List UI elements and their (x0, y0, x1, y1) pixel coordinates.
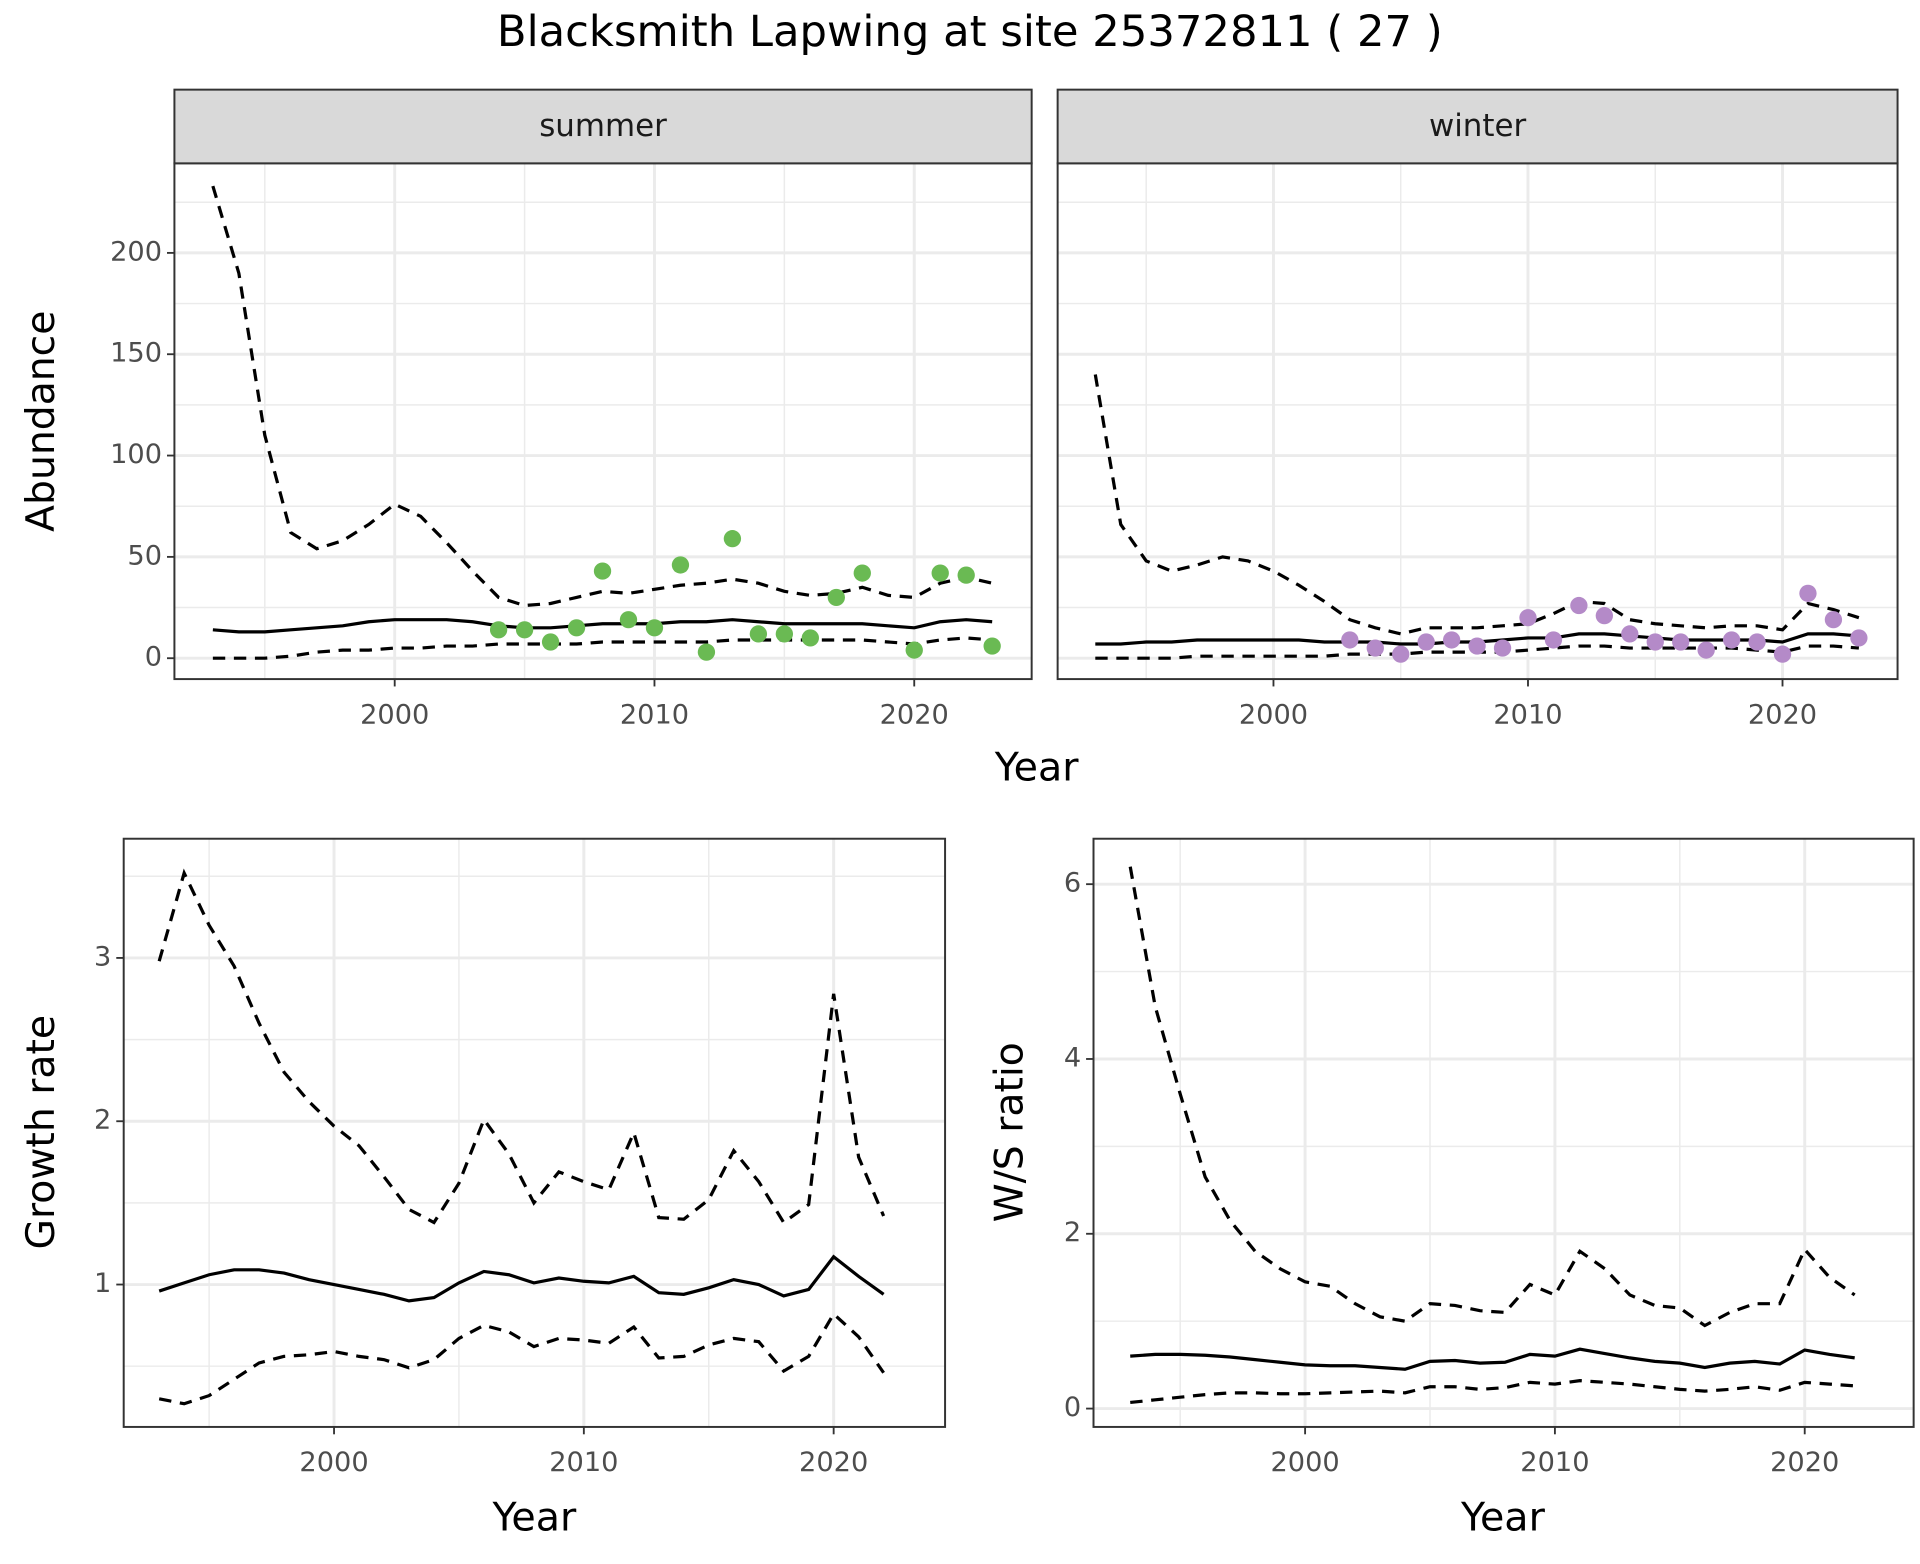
figure-body: Blacksmith Lapwing at site 25372811 ( 27… (18, 7, 1915, 1541)
interval-line (158, 1311, 885, 1406)
data-point (1824, 611, 1843, 629)
strip-label: summer (539, 108, 667, 144)
y-tick-label: 150 (110, 338, 162, 369)
y-tick-label: 4 (1064, 1043, 1081, 1074)
strip (1056, 88, 1899, 165)
data-point (489, 621, 508, 639)
data-point (1544, 631, 1563, 649)
y-axis-label: W/S ratio (986, 1042, 1032, 1222)
x-tick-label: 2010 (1493, 699, 1562, 730)
y-tick-label: 100 (110, 439, 162, 470)
interval-line (1128, 866, 1856, 1328)
x-tick-label: 2010 (549, 1447, 618, 1478)
x-tick-label: 2000 (360, 699, 429, 730)
mean-line (1130, 1347, 1855, 1371)
interval-line (212, 636, 993, 660)
panel-background (1057, 163, 1898, 680)
y-tick-label: 0 (145, 642, 162, 673)
mean-line (212, 618, 993, 634)
data-point (1850, 629, 1868, 647)
y-tick-label: 2 (1064, 1217, 1081, 1248)
data-point (1570, 596, 1588, 615)
data-point (645, 619, 664, 637)
panel-background (174, 163, 1032, 680)
y-tick-label: 6 (1064, 868, 1081, 899)
data-point (1799, 584, 1817, 602)
y-tick-label: 50 (127, 540, 162, 571)
y-tick-label: 1 (94, 1268, 111, 1299)
data-point (619, 611, 638, 629)
panel-background (1093, 838, 1914, 1427)
panel-border (1092, 837, 1915, 1428)
x-tick-label: 2020 (799, 1447, 868, 1478)
panel-background (123, 838, 946, 1427)
interval-line (1093, 374, 1860, 636)
x-tick-label: 2000 (1239, 699, 1308, 730)
data-point (1392, 645, 1410, 663)
data-point (1722, 631, 1741, 649)
data-point (1519, 609, 1537, 627)
data-point (931, 564, 949, 582)
data-point (957, 566, 975, 584)
x-tick-label: 2000 (299, 1447, 368, 1478)
y-axis-label: Growth rate (18, 1015, 64, 1250)
y-axis-label: Abundance (18, 311, 64, 532)
y-tick-label: 0 (1064, 1392, 1081, 1423)
data-point (1442, 631, 1461, 649)
data-point (853, 564, 871, 582)
x-tick-label: 2020 (880, 699, 949, 730)
data-point (905, 641, 923, 659)
data-point (1621, 625, 1639, 643)
x-tick-label: 2010 (1520, 1447, 1589, 1478)
figure-title: Blacksmith Lapwing at site 25372811 ( 27… (497, 7, 1443, 57)
x-tick-label: 2020 (1770, 1447, 1839, 1478)
data-point (593, 562, 612, 580)
y-tick-label: 200 (110, 236, 162, 267)
interval-line (1130, 1379, 1855, 1405)
data-point (723, 530, 742, 548)
x-axis-label: Year (994, 745, 1080, 791)
data-point (1748, 633, 1766, 651)
data-point (671, 556, 690, 574)
x-tick-label: 2000 (1270, 1447, 1339, 1478)
strip (173, 88, 1033, 165)
data-point (1366, 639, 1384, 657)
data-point (541, 633, 560, 651)
data-point (1417, 633, 1435, 651)
x-tick-label: 2010 (620, 699, 689, 730)
data-point (827, 588, 845, 607)
data-point (567, 619, 586, 637)
interval-line (157, 868, 886, 1225)
data-point (801, 629, 819, 647)
x-axis-label: Year (491, 1495, 577, 1541)
x-tick-label: 2020 (1748, 699, 1817, 730)
mean-line (158, 1254, 885, 1303)
data-point (775, 625, 794, 643)
data-point (1697, 641, 1715, 659)
data-point (1672, 633, 1690, 651)
data-point (697, 643, 716, 661)
interval-line (211, 185, 993, 608)
panel-border (122, 837, 947, 1428)
data-point (1493, 639, 1512, 657)
data-point (1468, 637, 1486, 655)
y-tick-label: 2 (94, 1105, 111, 1136)
strip-label: winter (1429, 108, 1527, 144)
data-point (749, 625, 768, 643)
data-point (1595, 607, 1614, 625)
data-point (1773, 645, 1792, 663)
data-point (515, 621, 534, 639)
x-axis-label: Year (1460, 1495, 1546, 1541)
data-point (1646, 633, 1664, 651)
data-point (1341, 631, 1359, 649)
y-tick-label: 3 (94, 941, 111, 972)
data-point (983, 637, 1001, 655)
